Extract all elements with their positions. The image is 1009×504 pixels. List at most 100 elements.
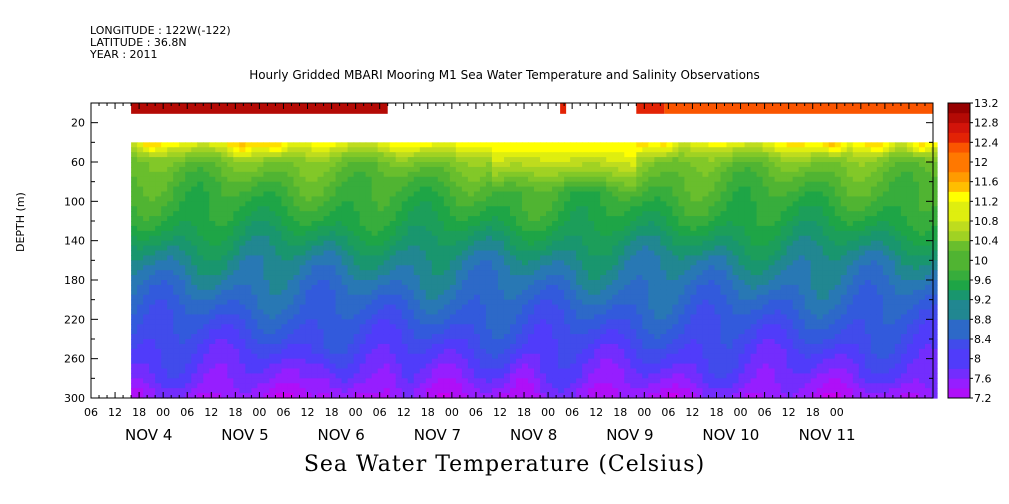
heatmap-cell — [209, 147, 216, 153]
heatmap-cell — [281, 353, 289, 360]
heatmap-cell — [245, 230, 252, 237]
heatmap-cell — [654, 388, 661, 394]
heatmap-cell — [395, 191, 403, 198]
heatmap-cell — [425, 275, 433, 281]
heatmap-cell — [215, 343, 222, 350]
heatmap-cell — [606, 309, 613, 316]
heatmap-cell — [401, 211, 409, 217]
heatmap-cell — [293, 216, 301, 222]
heatmap-cell — [678, 157, 686, 163]
heatmap-cell — [239, 225, 246, 232]
heatmap-cell — [281, 245, 289, 252]
heatmap-cell — [131, 270, 138, 276]
heatmap-cell — [546, 245, 553, 252]
heatmap-cell — [347, 383, 355, 389]
heatmap-cell — [461, 358, 469, 365]
heatmap-cell — [197, 289, 204, 296]
heatmap-cell — [702, 166, 710, 173]
heatmap-cell — [666, 339, 673, 345]
heatmap-cell — [233, 289, 240, 296]
heatmap-cell — [143, 201, 150, 207]
heatmap-cell — [558, 206, 565, 212]
heatmap-cell — [461, 230, 469, 237]
heatmap-cell — [654, 309, 661, 316]
heatmap-cell — [137, 221, 144, 227]
heatmap-cell — [516, 235, 523, 242]
heatmap-cell — [395, 334, 403, 340]
heatmap-cell — [419, 225, 427, 232]
heatmap-cell — [491, 260, 499, 266]
heatmap-cell — [293, 142, 301, 148]
heatmap-cell — [341, 211, 349, 217]
heatmap-cell — [690, 230, 698, 237]
heatmap-cell — [341, 373, 349, 379]
heatmap-cell — [401, 260, 409, 266]
heatmap-cell — [383, 358, 391, 365]
heatmap-cell — [588, 363, 595, 370]
heatmap-cell — [215, 255, 222, 261]
heatmap-cell — [389, 378, 397, 384]
heatmap-cell — [431, 191, 439, 198]
heatmap-cell — [137, 260, 144, 266]
heatmap-cell — [293, 196, 301, 202]
heatmap-cell — [299, 284, 307, 291]
heatmap-cell — [510, 334, 517, 340]
heatmap-cell — [161, 383, 168, 389]
heatmap-cell — [209, 388, 216, 394]
heatmap-cell — [510, 373, 517, 379]
heatmap-cell — [672, 225, 679, 232]
heatmap-cell — [666, 211, 673, 217]
heatmap-cell — [137, 240, 144, 247]
heatmap-cell — [179, 289, 186, 296]
heatmap-cell — [335, 255, 343, 261]
heatmap-cell — [239, 211, 246, 217]
heatmap-cell — [263, 230, 271, 237]
heatmap-cell — [215, 206, 222, 212]
heatmap-cell — [233, 309, 240, 316]
heatmap-cell — [407, 378, 415, 384]
heatmap-cell — [191, 294, 198, 301]
heatmap-cell — [672, 270, 679, 276]
heatmap-cell — [570, 363, 577, 370]
heatmap-cell — [443, 157, 451, 163]
heatmap-cell — [275, 260, 283, 266]
heatmap-cell — [522, 299, 529, 306]
heatmap-cell — [269, 142, 277, 148]
heatmap-cell — [473, 171, 481, 178]
heatmap-cell — [636, 334, 643, 340]
heatmap-cell — [672, 171, 679, 178]
heatmap-cell — [263, 216, 271, 222]
heatmap-cell — [305, 368, 313, 375]
heatmap-cell — [179, 363, 186, 370]
heatmap-cell — [666, 225, 673, 232]
heatmap-cell — [630, 329, 637, 335]
heatmap-cell — [528, 245, 535, 252]
heatmap-cell — [570, 265, 577, 271]
heatmap-cell — [221, 157, 228, 163]
heatmap-cell — [503, 240, 511, 247]
heatmap-cell — [612, 368, 619, 375]
heatmap-cell — [630, 157, 637, 163]
heatmap-cell — [131, 275, 138, 281]
heatmap-cell — [371, 211, 379, 217]
heatmap-cell — [618, 250, 625, 257]
heatmap-cell — [383, 294, 391, 301]
heatmap-cell — [371, 230, 379, 237]
heatmap-cell — [497, 339, 505, 345]
heatmap-cell — [401, 176, 409, 183]
heatmap-cell — [503, 260, 511, 266]
heatmap-cell — [359, 245, 367, 252]
heatmap-cell — [431, 225, 439, 232]
heatmap-cell — [600, 250, 607, 257]
heatmap-cell — [155, 378, 162, 384]
heatmap-cell — [299, 255, 307, 261]
heatmap-cell — [431, 309, 439, 316]
heatmap-cell — [678, 166, 686, 173]
heatmap-cell — [323, 265, 331, 271]
heatmap-cell — [407, 147, 415, 153]
heatmap-cell — [455, 230, 463, 237]
heatmap-cell — [335, 166, 343, 173]
heatmap-cell — [582, 235, 589, 242]
heatmap-cell — [371, 368, 379, 375]
heatmap-cell — [648, 211, 655, 217]
